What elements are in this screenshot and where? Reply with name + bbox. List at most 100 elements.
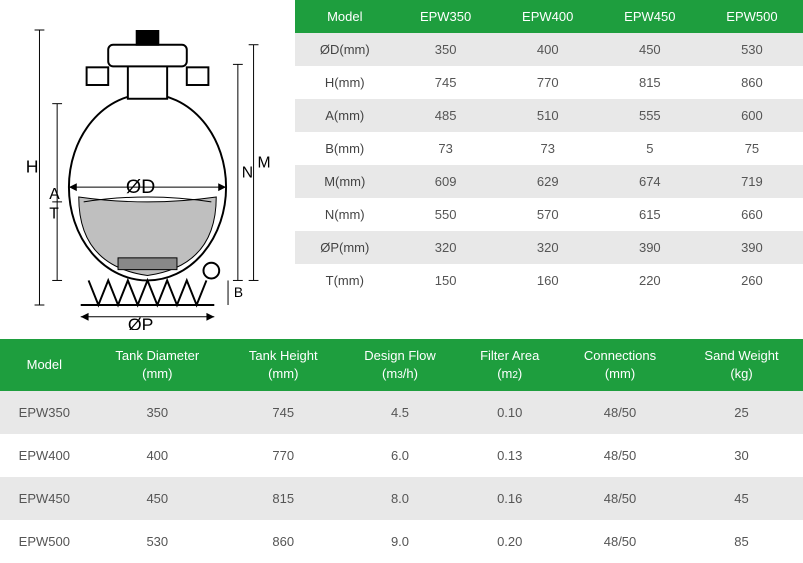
dim-label-B: B xyxy=(234,285,243,300)
spec-cell: 530 xyxy=(89,520,226,563)
dim-cell: 320 xyxy=(497,231,599,264)
dim-header-cell: EPW500 xyxy=(701,0,803,33)
dim-cell: 600 xyxy=(701,99,803,132)
dim-cell: 150 xyxy=(395,264,497,297)
spec-header-row: ModelTank Diameter(mm)Tank Height(mm)Des… xyxy=(0,339,803,391)
dim-cell: 530 xyxy=(701,33,803,66)
dim-cell: 220 xyxy=(599,264,701,297)
spec-header-cell: Design Flow(m3/h) xyxy=(341,339,460,391)
dim-cell: 719 xyxy=(701,165,803,198)
spec-cell: 4.5 xyxy=(341,391,460,434)
dim-header-cell: EPW350 xyxy=(395,0,497,33)
spec-cell: EPW350 xyxy=(0,391,89,434)
dim-cell: 350 xyxy=(395,33,497,66)
table-row: M(mm)609629674719 xyxy=(295,165,803,198)
dim-cell: 73 xyxy=(395,132,497,165)
dim-cell: 570 xyxy=(497,198,599,231)
dim-row-label: M(mm) xyxy=(295,165,395,198)
spec-cell: 0.16 xyxy=(459,477,560,520)
table-row: EPW4004007706.00.1348/5030 xyxy=(0,434,803,477)
spec-header-cell: Sand Weight(kg) xyxy=(680,339,803,391)
spec-cell: EPW400 xyxy=(0,434,89,477)
diagram-svg: H A T ØD N M B ØP xyxy=(10,5,285,330)
top-section: H A T ØD N M B ØP ModelEPW350EPW400EPW45… xyxy=(0,0,803,335)
table-row: H(mm)745770815860 xyxy=(295,66,803,99)
spec-cell: 770 xyxy=(226,434,341,477)
dim-cell: 400 xyxy=(497,33,599,66)
table-row: T(mm)150160220260 xyxy=(295,264,803,297)
spec-header-cell: Model xyxy=(0,339,89,391)
dim-cell: 450 xyxy=(599,33,701,66)
dim-header-row: ModelEPW350EPW400EPW450EPW500 xyxy=(295,0,803,33)
spec-cell: 9.0 xyxy=(341,520,460,563)
dim-cell: 745 xyxy=(395,66,497,99)
spec-cell: 45 xyxy=(680,477,803,520)
dimensions-table: ModelEPW350EPW400EPW450EPW500 ØD(mm)3504… xyxy=(295,0,803,297)
spec-cell: EPW450 xyxy=(0,477,89,520)
table-row: EPW3503507454.50.1048/5025 xyxy=(0,391,803,434)
dim-header-cell: Model xyxy=(295,0,395,33)
dim-label-H: H xyxy=(26,156,39,176)
spec-table: ModelTank Diameter(mm)Tank Height(mm)Des… xyxy=(0,339,803,563)
dim-cell: 609 xyxy=(395,165,497,198)
dim-cell: 260 xyxy=(701,264,803,297)
table-row: B(mm)7373575 xyxy=(295,132,803,165)
dim-row-label: N(mm) xyxy=(295,198,395,231)
dim-row-label: H(mm) xyxy=(295,66,395,99)
spec-cell: 30 xyxy=(680,434,803,477)
dim-cell: 550 xyxy=(395,198,497,231)
dim-cell: 860 xyxy=(701,66,803,99)
dim-row-label: B(mm) xyxy=(295,132,395,165)
spec-body: EPW3503507454.50.1048/5025EPW4004007706.… xyxy=(0,391,803,563)
dim-cell: 615 xyxy=(599,198,701,231)
dim-row-label: A(mm) xyxy=(295,99,395,132)
dim-cell: 660 xyxy=(701,198,803,231)
table-row: EPW4504508158.00.1648/5045 xyxy=(0,477,803,520)
dim-label-N: N xyxy=(242,164,253,181)
spec-cell: 25 xyxy=(680,391,803,434)
spec-cell: 6.0 xyxy=(341,434,460,477)
spec-header-cell: Connections(mm) xyxy=(560,339,680,391)
spec-cell: EPW500 xyxy=(0,520,89,563)
spec-cell: 860 xyxy=(226,520,341,563)
dim-label-A: A xyxy=(49,186,60,203)
spec-cell: 48/50 xyxy=(560,520,680,563)
table-row: A(mm)485510555600 xyxy=(295,99,803,132)
dim-cell: 75 xyxy=(701,132,803,165)
dim-header-cell: EPW450 xyxy=(599,0,701,33)
spec-cell: 0.20 xyxy=(459,520,560,563)
spec-cell: 85 xyxy=(680,520,803,563)
spec-cell: 0.13 xyxy=(459,434,560,477)
dim-row-label: T(mm) xyxy=(295,264,395,297)
dim-cell: 770 xyxy=(497,66,599,99)
table-row: ØD(mm)350400450530 xyxy=(295,33,803,66)
spec-cell: 48/50 xyxy=(560,434,680,477)
table-row: EPW5005308609.00.2048/5085 xyxy=(0,520,803,563)
dim-cell: 73 xyxy=(497,132,599,165)
table-row: ØP(mm)320320390390 xyxy=(295,231,803,264)
dim-label-T: T xyxy=(49,206,59,223)
dim-cell: 320 xyxy=(395,231,497,264)
dim-cell: 390 xyxy=(599,231,701,264)
dim-label-OD: ØD xyxy=(126,176,155,198)
spec-cell: 0.10 xyxy=(459,391,560,434)
dim-cell: 160 xyxy=(497,264,599,297)
spec-cell: 815 xyxy=(226,477,341,520)
dim-row-label: ØD(mm) xyxy=(295,33,395,66)
dim-body: ØD(mm)350400450530H(mm)745770815860A(mm)… xyxy=(295,33,803,297)
spec-header-cell: Filter Area(m2) xyxy=(459,339,560,391)
spec-cell: 48/50 xyxy=(560,391,680,434)
spec-header-cell: Tank Diameter(mm) xyxy=(89,339,226,391)
dim-cell: 5 xyxy=(599,132,701,165)
spec-cell: 745 xyxy=(226,391,341,434)
dim-label-M: M xyxy=(258,154,271,171)
dim-cell: 555 xyxy=(599,99,701,132)
table-row: N(mm)550570615660 xyxy=(295,198,803,231)
dim-cell: 510 xyxy=(497,99,599,132)
spec-header-cell: Tank Height(mm) xyxy=(226,339,341,391)
dim-cell: 674 xyxy=(599,165,701,198)
dim-cell: 629 xyxy=(497,165,599,198)
dim-label-OP: ØP xyxy=(128,315,154,330)
dim-cell: 485 xyxy=(395,99,497,132)
spec-cell: 8.0 xyxy=(341,477,460,520)
